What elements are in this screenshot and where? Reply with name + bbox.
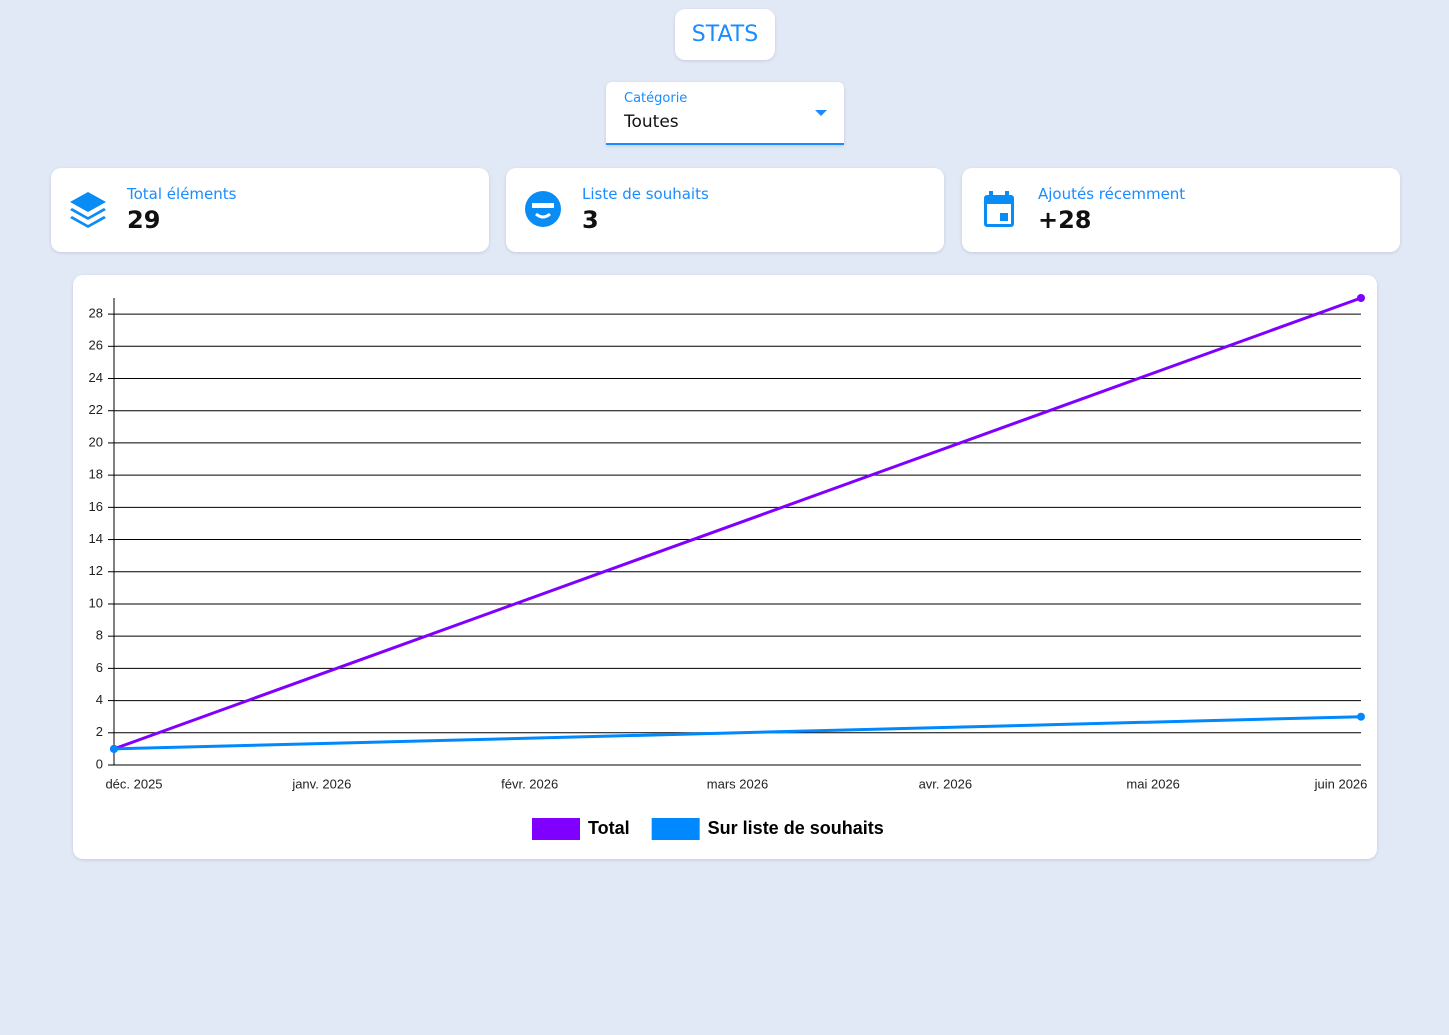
point: [1357, 294, 1365, 302]
y-tick-label: 22: [89, 402, 103, 417]
chart-card: 0 2 4 6 8 10 12 14 16 18 20 22 24 26 28 déc. 2025 janv. …: [73, 275, 1377, 859]
stats-button[interactable]: STATS: [675, 9, 775, 60]
y-tick-label: 0: [96, 756, 103, 771]
x-tick-label: mai 2026: [1126, 776, 1179, 791]
layers-icon: [70, 192, 106, 228]
x-tick-label: févr. 2026: [501, 776, 558, 791]
dropdown-arrow: [815, 110, 827, 116]
x-tick-label: mars 2026: [707, 776, 768, 791]
y-tick-label: 28: [89, 306, 103, 321]
stat-card: Total éléments 29: [51, 168, 489, 252]
stat-card: Ajoutés récemment +28: [962, 168, 1400, 252]
x-tick-label: déc. 2025: [105, 776, 162, 791]
point: [110, 744, 118, 753]
legend-swatch: [532, 818, 580, 840]
y-tick-label: 24: [89, 370, 103, 385]
stat-label: Total éléments: [127, 185, 237, 203]
legend-label: Total: [588, 818, 630, 838]
point: [1357, 712, 1365, 721]
line: [113, 715, 1362, 751]
stat-card: Liste de souhaits 3: [506, 168, 944, 252]
legend-label: Sur liste de souhaits: [708, 818, 884, 838]
category-select[interactable]: Catégorie Toutes: [606, 82, 844, 145]
y-tick-label: 20: [89, 434, 103, 449]
calendar-icon: [984, 191, 1014, 227]
y-tick-label: 8: [96, 628, 103, 643]
y-tick-label: 14: [89, 531, 103, 546]
stat-label: Ajoutés récemment: [1038, 185, 1186, 203]
x-tick-label: avr. 2026: [919, 776, 973, 791]
stat-label: Liste de souhaits: [582, 185, 709, 203]
face-icon: [525, 191, 561, 227]
select-label: Catégorie: [624, 91, 688, 106]
y-tick-label: 2: [96, 724, 103, 739]
y-tick-label: 10: [89, 595, 103, 610]
y-tick-label: 18: [89, 467, 103, 482]
y-tick-label: 6: [96, 660, 103, 675]
select-value: Toutes: [624, 112, 679, 132]
stat-value: 3: [582, 206, 599, 234]
stat-value: 29: [127, 206, 161, 234]
y-tick-label: 4: [96, 692, 103, 707]
stat-value: +28: [1038, 206, 1092, 234]
x-tick-label: juin 2026: [1314, 776, 1368, 791]
line: [113, 296, 1362, 751]
y-tick-label: 26: [89, 338, 103, 353]
x-tick-label: janv. 2026: [291, 776, 351, 791]
y-tick-label: 16: [89, 499, 103, 514]
legend-swatch: [651, 818, 700, 840]
y-tick-label: 12: [89, 563, 103, 578]
